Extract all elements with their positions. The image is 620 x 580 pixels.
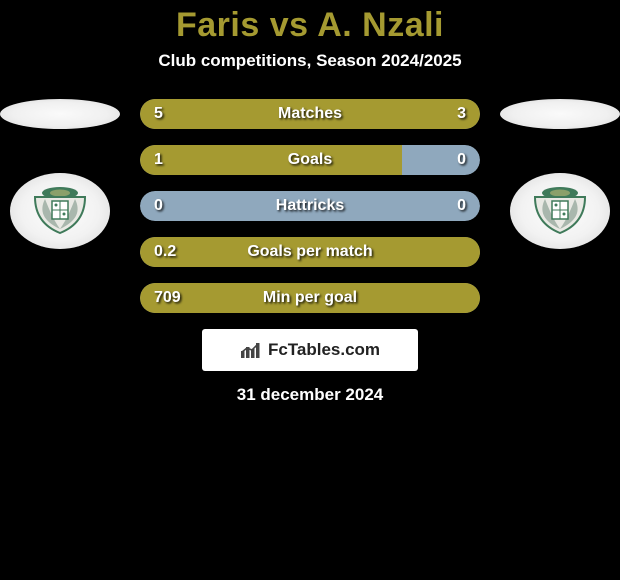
right-club-crest-icon (510, 173, 610, 249)
right-player-logos (490, 99, 620, 249)
stat-left-value: 0 (154, 197, 163, 215)
fctables-label: FcTables.com (268, 340, 380, 360)
left-country-icon (0, 99, 120, 129)
stat-left-value: 709 (154, 289, 181, 307)
stat-left-value: 1 (154, 151, 163, 169)
stat-label: Min per goal (263, 289, 357, 307)
stat-right-value: 3 (457, 105, 466, 123)
stat-row: 0.2 Goals per match (140, 237, 480, 267)
comparison-chart: 5 3 Matches 1 0 Goals 0 0 Hattricks 0.2 Goals per … (0, 99, 620, 313)
date-label: 31 december 2024 (0, 385, 620, 405)
stat-label: Matches (278, 105, 342, 123)
stat-left-value: 5 (154, 105, 163, 123)
stat-row: 5 3 Matches (140, 99, 480, 129)
page-title: Faris vs A. Nzali (0, 0, 620, 45)
left-player-logos (0, 99, 130, 249)
left-club-crest-icon (10, 173, 110, 249)
stat-right-value: 0 (457, 151, 466, 169)
fctables-logo: FcTables.com (202, 329, 418, 371)
right-country-icon (500, 99, 620, 129)
stat-row: 1 0 Goals (140, 145, 480, 175)
stat-left-value: 0.2 (154, 243, 176, 261)
subtitle: Club competitions, Season 2024/2025 (0, 51, 620, 71)
stat-label: Goals (288, 151, 332, 169)
stat-right-value: 0 (457, 197, 466, 215)
bar-chart-icon (240, 341, 262, 359)
stat-label: Goals per match (247, 243, 372, 261)
stat-label: Hattricks (276, 197, 344, 215)
stat-row: 709 Min per goal (140, 283, 480, 313)
stat-row: 0 0 Hattricks (140, 191, 480, 221)
